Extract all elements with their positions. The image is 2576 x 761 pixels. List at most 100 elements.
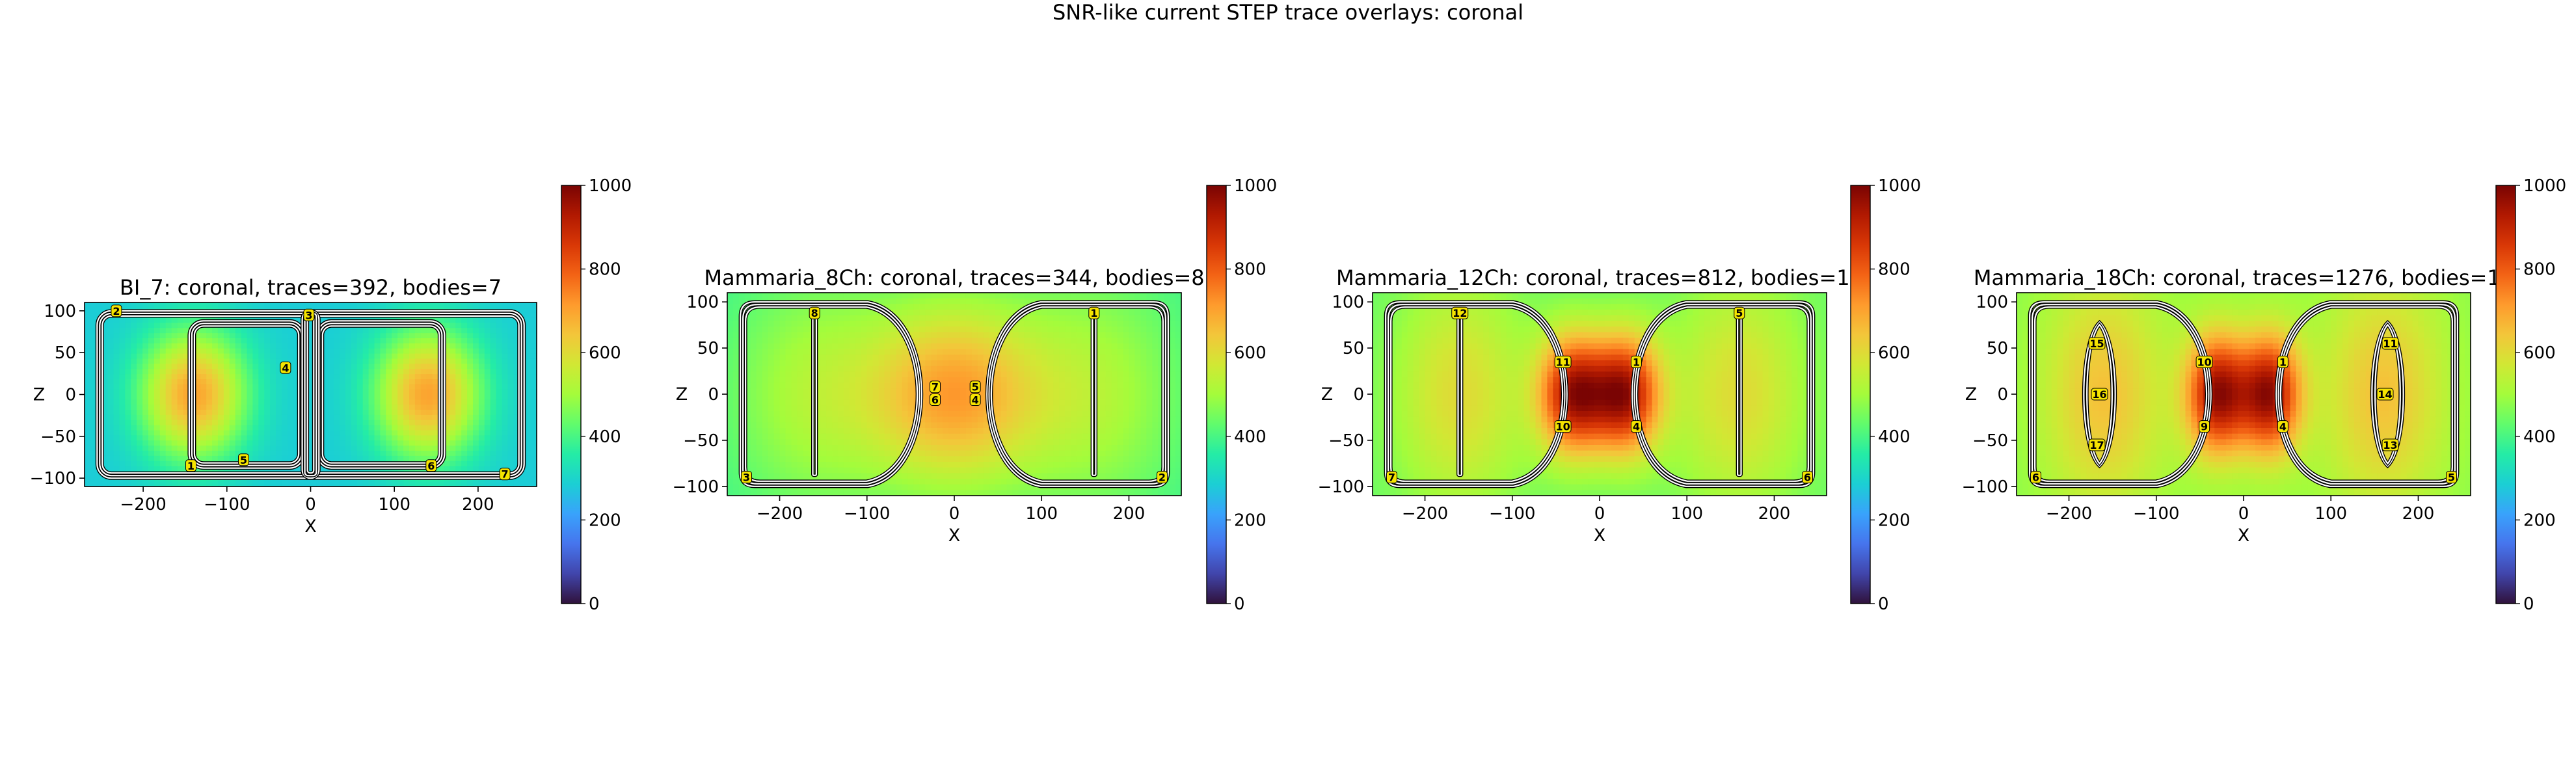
heatmap-cell (507, 364, 514, 369)
heatmap-cell (334, 410, 340, 416)
heatmap-cell (142, 343, 149, 349)
heatmap-cell (374, 358, 381, 364)
heatmap-cell (137, 425, 143, 431)
heatmap-cell (212, 455, 219, 462)
heatmap-cell (420, 455, 427, 462)
heatmap-cell (773, 388, 781, 395)
heatmap-cell (264, 420, 271, 426)
heatmap-cell (750, 366, 757, 372)
heatmap-cell (380, 446, 386, 451)
heatmap-cell (931, 343, 937, 350)
heatmap-cell (345, 481, 352, 487)
heatmap-cell (472, 450, 479, 457)
heatmap-cell (1047, 349, 1054, 355)
heatmap-cell (1059, 343, 1066, 350)
heatmap-cell (838, 439, 844, 446)
heatmap-cell (131, 317, 137, 324)
heatmap-cell (791, 439, 798, 446)
heatmap-cell (490, 364, 497, 369)
heatmap-cell (1164, 293, 1170, 299)
heatmap-cell (519, 307, 526, 314)
heatmap-cell (937, 338, 943, 344)
heatmap-cell (223, 435, 230, 441)
heatmap-cell (287, 348, 294, 354)
heatmap-cell (293, 399, 300, 405)
heatmap-cell (85, 333, 91, 339)
heatmap-cell (137, 440, 143, 446)
heatmap-cell (449, 338, 456, 344)
heatmap-cell (478, 410, 485, 416)
heatmap-cell (1134, 382, 1141, 389)
heatmap-cell (356, 455, 364, 462)
heatmap-cell (90, 358, 97, 364)
heatmap-cell (1099, 310, 1107, 316)
heatmap-cell (1105, 321, 1112, 327)
heatmap-cell (484, 481, 491, 487)
heatmap-cell (732, 382, 740, 389)
heatmap-cell (768, 433, 775, 440)
heatmap-cell (943, 304, 949, 310)
heatmap-cell (820, 360, 827, 367)
heatmap-cell (502, 358, 509, 364)
heatmap-cell (90, 394, 97, 400)
heatmap-cell (467, 369, 474, 375)
heatmap-cell (403, 333, 410, 339)
heatmap-cell (1111, 411, 1118, 418)
heatmap-cell (293, 333, 300, 339)
heatmap-cell (340, 455, 346, 462)
heatmap-cell (727, 310, 734, 316)
heatmap-cell (247, 328, 253, 334)
heatmap-cell (803, 327, 809, 333)
heatmap-cell (1024, 371, 1030, 378)
heatmap-cell (995, 428, 1002, 434)
heatmap-cell (1000, 399, 1008, 406)
heatmap-cell (241, 353, 248, 360)
heatmap-cell (159, 405, 167, 410)
heatmap-cell (217, 343, 224, 349)
heatmap-cell (165, 328, 172, 334)
heatmap-cell (472, 461, 479, 467)
heatmap-cell (1076, 411, 1083, 418)
heatmap-cell (1047, 399, 1054, 406)
heatmap-cell (171, 466, 178, 472)
heatmap-cell (212, 481, 219, 487)
heatmap-cell (472, 405, 479, 410)
heatmap-cell (137, 369, 143, 375)
heatmap-cell (502, 317, 509, 324)
heatmap-cell (449, 364, 456, 369)
heatmap-cell (125, 328, 131, 334)
heatmap-cell (872, 399, 879, 406)
heatmap-cell (890, 354, 897, 361)
heatmap-cell (125, 399, 131, 405)
heatmap-cell (131, 430, 137, 436)
heatmap-cell (1012, 428, 1019, 434)
heatmap-cell (1117, 394, 1124, 401)
heatmap-cell (241, 379, 248, 385)
heatmap-cell (820, 388, 827, 395)
heatmap-cell (397, 389, 404, 395)
heatmap-cell (270, 353, 276, 360)
heatmap-cell (154, 425, 161, 431)
heatmap-cell (340, 450, 346, 457)
heatmap-cell (426, 389, 433, 395)
heatmap-cell (496, 435, 503, 441)
heatmap-cell (977, 360, 984, 367)
heatmap-cell (855, 439, 862, 446)
heatmap-cell (525, 440, 531, 446)
heatmap-cell (756, 439, 763, 446)
heatmap-cell (276, 348, 282, 354)
heatmap-cell (420, 394, 427, 400)
heatmap-cell (832, 315, 839, 321)
heatmap-cell (414, 435, 422, 441)
heatmap-cell (340, 333, 346, 339)
heatmap-cell (1099, 416, 1107, 423)
heatmap-cell (1000, 405, 1008, 412)
heatmap-cell (414, 374, 422, 380)
heatmap-cell (142, 348, 149, 354)
heatmap-cell (1152, 388, 1159, 395)
heatmap-cell (872, 439, 879, 446)
heatmap-cell (392, 374, 398, 380)
heatmap-cell (919, 371, 926, 378)
heatmap-cell (264, 481, 271, 487)
heatmap-cell (931, 332, 937, 338)
